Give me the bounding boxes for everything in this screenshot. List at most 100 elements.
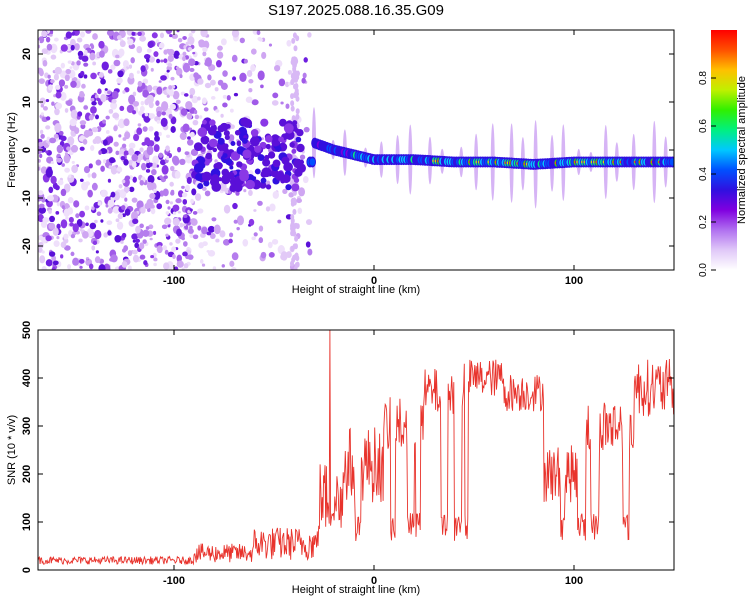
spectrogram-cell: [181, 192, 188, 198]
spectrogram-ytick-label: 20: [21, 48, 33, 60]
spectrogram-cell: [207, 74, 212, 81]
spectrogram-cell: [53, 73, 59, 81]
spectrogram-cell: [45, 125, 51, 130]
spectrogram-cell: [78, 238, 83, 243]
spectrogram-cell: [128, 147, 135, 156]
spectrogram-cell: [160, 117, 168, 127]
spectrogram-cell: [280, 101, 284, 105]
spectrogram-cell: [48, 251, 56, 257]
spectrogram-cell: [132, 110, 137, 115]
spectrogram-cell: [92, 138, 98, 144]
spectrogram-cell: [40, 112, 45, 116]
spectrogram-cell: [266, 180, 271, 186]
spectrogram-cell: [121, 179, 126, 184]
spectrogram-cell: [139, 242, 145, 250]
spectrogram-cell: [118, 118, 126, 129]
spectrogram-cell: [290, 79, 295, 86]
spectrogram-cell: [54, 66, 62, 75]
spectrogram-cell: [132, 249, 138, 255]
spectrogram-cell: [187, 46, 193, 51]
spectrogram-cell: [154, 135, 160, 142]
spectrogram-cell: [100, 93, 107, 103]
spectrogram-cell: [91, 101, 97, 106]
spectrogram-cell: [120, 240, 124, 244]
spectrogram-cell: [200, 135, 210, 145]
spectrogram-cell: [126, 104, 134, 114]
spectrogram-cell: [186, 112, 193, 120]
spectrogram-cell: [158, 131, 162, 137]
spectrogram-cell: [64, 84, 69, 89]
spectrogram-cell: [156, 119, 160, 124]
spectrogram-cell: [71, 164, 78, 174]
spectrogram-cell: [78, 258, 85, 264]
spectrogram-cell: [235, 191, 240, 196]
spectrogram-cell: [57, 179, 64, 186]
spectrogram-cell: [217, 145, 223, 151]
spectrogram-cell: [155, 100, 160, 107]
spectrogram-cell: [280, 253, 286, 261]
spectrogram-cell: [295, 35, 300, 42]
spectrogram-cell: [49, 215, 55, 223]
spectrogram-cell: [135, 225, 141, 234]
spectrogram-cell: [43, 142, 49, 149]
spectrogram-cell: [97, 88, 102, 95]
spectrogram-cell: [49, 137, 57, 144]
spectrogram-cell: [189, 87, 196, 96]
spectrogram-cell: [265, 135, 273, 143]
spectrogram-cell: [140, 206, 146, 214]
spectrogram-cell: [165, 211, 170, 215]
spectrogram-cell: [249, 136, 260, 147]
spectrogram-cell: [79, 228, 83, 232]
spectrogram-cell: [183, 263, 189, 269]
spectrogram-cell: [60, 188, 67, 197]
spectrogram-cell: [183, 93, 189, 97]
spectrogram-cell: [293, 253, 298, 260]
spectrogram-cell: [42, 60, 48, 67]
spectrogram-cell: [152, 230, 157, 236]
spectrogram-cell: [294, 235, 299, 242]
spectrogram-cell: [58, 130, 64, 136]
spectrogram-cell: [56, 202, 61, 207]
spectrogram-cell: [81, 55, 89, 62]
colorbar-tick-label: 0.2: [698, 215, 709, 229]
spectrogram-cell: [146, 48, 152, 53]
spectrogram-cell: [212, 96, 216, 100]
spectrogram-cell: [233, 219, 238, 224]
spectrogram-cell: [197, 183, 204, 190]
spectrogram-cell: [107, 69, 113, 74]
spectrogram-cell: [122, 60, 129, 68]
spectrogram-cell: [45, 116, 51, 121]
spectrogram-cell: [69, 210, 73, 214]
spectrogram-cell: [64, 245, 71, 251]
spectrogram-cell: [113, 59, 121, 67]
spectrogram-cell: [190, 198, 194, 204]
spectrogram-cell: [302, 72, 307, 79]
spectrogram-cell: [193, 72, 199, 79]
spectrogram-cell: [107, 230, 112, 236]
spectrogram-xtick-label: 100: [565, 275, 583, 287]
spectrogram-cell: [132, 176, 137, 183]
figure-title: S197.2025.088.16.35.G09: [268, 2, 444, 19]
spectrogram-cell: [158, 80, 162, 83]
spectrogram-cell: [94, 94, 99, 99]
spectrogram-cell: [168, 89, 174, 97]
spectrogram-cell: [282, 188, 288, 195]
spectrogram-cell: [39, 153, 43, 159]
spectrogram-cell: [175, 99, 181, 105]
spectrogram-cell: [159, 32, 165, 39]
spectrogram-cell: [108, 108, 114, 114]
spectrogram-cell: [195, 193, 202, 201]
spectrogram-cell: [99, 50, 105, 58]
spectrogram-cell: [54, 122, 62, 133]
spectrogram-cell: [184, 151, 190, 156]
spectrogram-cell: [87, 173, 91, 178]
spectrogram-cell: [173, 266, 179, 270]
spectrogram-cell: [129, 186, 135, 193]
spectrogram-cell: [110, 166, 118, 175]
spectrogram-cell: [69, 118, 77, 127]
spectrogram-cell: [236, 215, 244, 226]
spectrogram-cell: [153, 144, 160, 152]
spectrogram-cell: [189, 233, 194, 239]
spectrogram-cell: [290, 260, 295, 267]
spectrogram-cell: [166, 69, 170, 73]
